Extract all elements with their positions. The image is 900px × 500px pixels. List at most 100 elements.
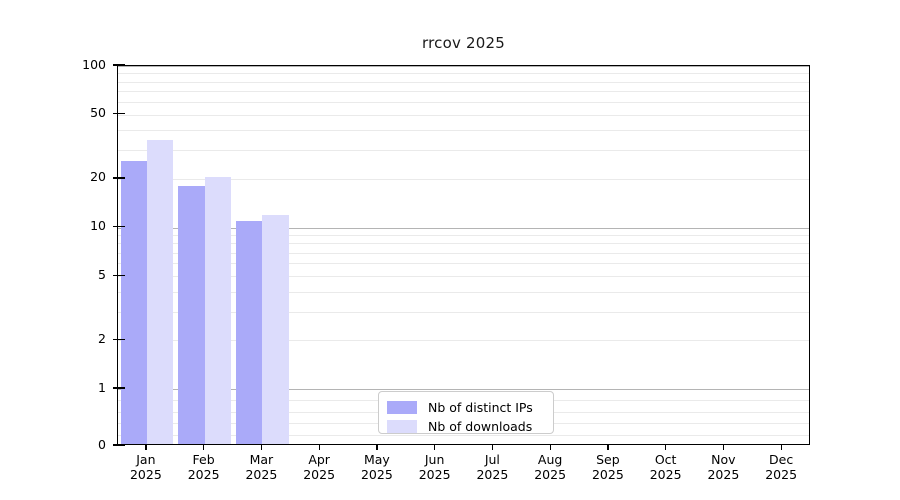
y-tick-label: 2: [98, 330, 106, 346]
x-tick-mark: [549, 445, 551, 450]
x-tick-label-mar: Mar 2025: [231, 452, 291, 482]
gridline-minor: [118, 243, 809, 245]
x-tick-month: May: [363, 452, 390, 467]
x-tick-mark: [607, 445, 609, 450]
x-tick-label-jul: Jul 2025: [462, 452, 522, 482]
x-tick-month: Nov: [711, 452, 736, 467]
x-tick-label-oct: Oct 2025: [636, 452, 696, 482]
x-tick-mark: [434, 445, 436, 450]
gridline-minor: [118, 311, 809, 313]
gridline-minor: [118, 276, 809, 278]
gridline-minor: [118, 150, 809, 152]
x-tick-year: 2025: [476, 467, 509, 482]
x-tick-label-aug: Aug 2025: [520, 452, 580, 482]
legend-item[interactable]: Nb of downloads: [387, 417, 544, 436]
chart-title: rrcov 2025: [422, 34, 505, 52]
gridline-minor: [118, 234, 809, 236]
gridline-minor: [118, 340, 809, 342]
x-tick-label-dec: Dec 2025: [751, 452, 811, 482]
bar-distinct-ips-jan: [120, 160, 147, 444]
y-tick-label: 20: [90, 169, 106, 185]
gridline-minor: [118, 291, 809, 293]
gridline-minor: [118, 91, 809, 92]
gridline-minor: [118, 434, 809, 436]
x-tick-mark: [260, 445, 263, 450]
x-tick-mark: [780, 445, 782, 450]
x-tick-mark: [665, 445, 667, 450]
bar-downloads-feb: [204, 177, 231, 444]
y-tick-label: 50: [90, 105, 106, 121]
x-tick-label-jan: Jan 2025: [116, 452, 176, 482]
y-tick-label: 10: [90, 218, 106, 233]
x-tick-label-sep: Sep 2025: [578, 452, 638, 482]
x-tick-month: Feb: [192, 452, 215, 467]
x-tick-year: 2025: [534, 467, 567, 482]
x-tick-label-jun: Jun 2025: [405, 452, 465, 482]
bar-distinct-ips-feb: [178, 186, 205, 444]
x-tick-month: Aug: [537, 452, 563, 467]
y-tick-label: 1: [98, 379, 106, 395]
legend-swatch-icon: [387, 401, 417, 414]
gridline-minor: [118, 130, 809, 132]
x-tick-year: 2025: [418, 467, 451, 482]
x-tick-month: Jun: [424, 452, 445, 467]
x-tick-month: Jan: [136, 452, 156, 467]
gridline-minor: [118, 114, 809, 116]
x-tick-mark: [722, 445, 725, 450]
x-tick-year: 2025: [765, 467, 798, 482]
bar-distinct-ips-mar: [236, 220, 263, 444]
chart-legend: Nb of distinct IPs Nb of downloads: [378, 391, 554, 434]
x-tick-mark: [318, 445, 320, 450]
x-tick-label-feb: Feb 2025: [174, 452, 234, 482]
y-tick-mark: [113, 225, 125, 228]
gridline-major: [118, 227, 809, 229]
x-tick-label-apr: Apr 2025: [289, 452, 349, 482]
x-tick-year: 2025: [303, 467, 336, 482]
x-tick-month: Mar: [249, 452, 274, 467]
gridline-minor: [118, 263, 809, 265]
legend-item[interactable]: Nb of distinct IPs: [387, 398, 544, 417]
y-tick-mark: [113, 64, 125, 66]
x-tick-year: 2025: [187, 467, 220, 482]
bar-downloads-mar: [262, 214, 289, 444]
legend-swatch-icon: [387, 420, 417, 433]
x-tick-year: 2025: [360, 467, 393, 482]
gridline-minor: [118, 101, 809, 103]
x-tick-mark: [491, 445, 494, 450]
y-tick-label: 5: [98, 266, 106, 282]
y-tick-mark: [113, 444, 125, 446]
gridline-minor: [118, 73, 809, 75]
x-tick-month: Oct: [654, 452, 677, 467]
bars-layer: [118, 66, 809, 444]
x-tick-year: 2025: [591, 467, 624, 482]
x-tick-month: Apr: [308, 452, 330, 467]
x-tick-year: 2025: [707, 467, 740, 482]
x-tick-label-nov: Nov 2025: [693, 452, 753, 482]
bar-downloads-jan: [146, 139, 174, 444]
x-tick-label-may: May 2025: [347, 452, 407, 482]
x-tick-year: 2025: [649, 467, 682, 482]
x-tick-month: Dec: [769, 452, 794, 467]
y-tick-label: 100: [82, 56, 106, 72]
gridline-minor: [118, 81, 809, 83]
y-tick-mark: [113, 177, 125, 179]
y-tick-mark: [113, 338, 125, 341]
y-tick-mark: [113, 274, 125, 276]
x-tick-month: Sep: [596, 452, 620, 467]
gridline-minor: [118, 252, 809, 254]
x-tick-mark: [145, 445, 147, 450]
gridline-minor: [118, 178, 809, 180]
x-tick-mark: [376, 445, 378, 450]
x-tick-mark: [203, 445, 205, 450]
legend-label: Nb of downloads: [428, 419, 533, 434]
x-tick-month: Jul: [484, 452, 500, 467]
x-tick-year: 2025: [129, 467, 162, 482]
gridline-major: [118, 66, 809, 67]
plot-area: [117, 65, 810, 445]
y-tick-mark: [113, 113, 125, 115]
y-tick-mark: [113, 387, 125, 389]
y-tick-label: 0: [98, 436, 106, 452]
x-tick-year: 2025: [245, 467, 278, 482]
gridline-major: [118, 389, 809, 390]
